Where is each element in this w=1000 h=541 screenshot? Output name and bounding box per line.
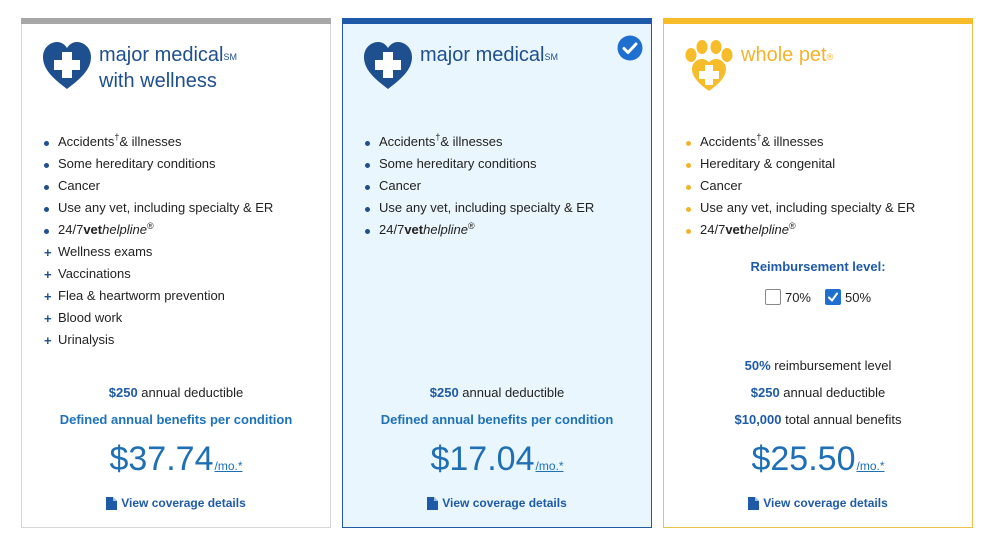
bullet-icon [365,185,370,190]
plus-icon: + [44,288,52,304]
plan-title-line1: whole pet [741,44,827,66]
price: $37.74 /mo.* [22,439,330,479]
checkbox-70[interactable] [764,289,781,305]
list-item: Cancer [44,175,273,197]
bullet-icon [686,207,691,212]
bullet-icon [44,141,49,146]
plan-card-major-medical[interactable]: major medicalSM Accidents † & illnesses S… [342,18,652,528]
list-item: Accidents † & illnesses [365,131,594,153]
list-item: Hereditary & congenital [686,153,915,175]
plan-title-line1: major medical [420,44,545,66]
card-top-bar [342,18,652,24]
bullet-icon [686,229,691,234]
deductible-info: $250 annual deductible [108,385,244,400]
list-item: 24/7 vet helpline ® [365,219,594,241]
service-mark: SM [223,52,237,62]
price-amount: $37.74 [109,440,214,478]
list-item: + Urinalysis [44,332,115,348]
bullet-icon [686,185,691,190]
bullet-icon [44,185,49,190]
feature-list: Accidents † & illnesses Some hereditary c… [44,131,273,351]
document-icon [106,496,118,510]
bullet-icon [365,207,370,212]
total-benefits-info: $10,000 total annual benefits [734,412,902,427]
plus-icon: + [44,244,52,260]
view-coverage-details-link[interactable]: View coverage details [22,496,330,510]
plan-card-whole-pet[interactable]: whole pet® Accidents † & illnesses Heredi… [663,18,973,528]
feature-list: Accidents † & illnesses Some hereditary c… [365,131,594,241]
list-item: Some hereditary conditions [44,153,273,175]
bullet-icon [365,141,370,146]
document-icon [427,496,439,510]
benefits-info: Defined annual benefits per condition [380,412,614,427]
plan-title-line1: major medical [99,44,224,66]
benefits-info: Defined annual benefits per condition [59,412,293,427]
card-top-bar [21,18,331,24]
plan-header: major medicalSM [361,39,558,93]
price-amount: $25.50 [751,440,856,478]
list-item: Use any vet, including specialty & ER [365,197,594,219]
reimbursement-options: 70% 50% [664,289,972,305]
service-mark: SM [544,52,558,62]
heart-cross-icon [43,42,91,89]
plus-icon: + [44,332,52,348]
list-item: Accidents † & illnesses [44,131,273,153]
checkmark-icon [828,292,838,302]
view-coverage-details-link[interactable]: View coverage details [664,496,972,510]
list-item: 24/7 vet helpline ® [686,219,915,241]
feature-list: Accidents † & illnesses Hereditary & cong… [686,131,915,241]
plan-header: major medicalSM with wellness [40,39,237,94]
bullet-icon [365,229,370,234]
plan-title: major medicalSM [420,42,558,68]
list-item: Use any vet, including specialty & ER [44,197,273,219]
heart-cross-icon [364,42,412,89]
reimbursement-option-50[interactable]: 50% [825,289,871,305]
bullet-icon [365,163,370,168]
price-period-link[interactable]: /mo.* [535,459,564,473]
list-item: + Blood work [44,310,123,326]
list-item: Accidents † & illnesses [686,131,915,153]
deductible-info: $250 annual deductible [750,385,886,400]
plan-title-line2: with wellness [99,70,217,92]
bullet-icon [44,207,49,212]
registered-mark: ® [826,52,834,62]
paw-cross-icon [685,40,733,91]
list-item: Use any vet, including specialty & ER [686,197,915,219]
card-top-bar [663,18,973,24]
list-item: Some hereditary conditions [365,153,594,175]
deductible-info: $250 annual deductible [429,385,565,400]
list-item: + Vaccinations [44,266,131,282]
list-item: Cancer [686,175,915,197]
bullet-icon [44,163,49,168]
list-item: 24/7 vet helpline ® [44,219,273,241]
selected-check-icon [617,35,643,61]
plan-title: major medicalSM with wellness [99,42,237,94]
plan-header: whole pet® [682,39,833,93]
bullet-icon [686,163,691,168]
plus-icon: + [44,266,52,282]
price-period-link[interactable]: /mo.* [214,459,243,473]
price-amount: $17.04 [430,440,535,478]
reimbursement-info: 50% reimbursement level [744,358,892,373]
list-item: + Flea & heartworm prevention [44,288,225,304]
checkbox-50[interactable] [825,289,841,305]
view-coverage-details-link[interactable]: View coverage details [343,496,651,510]
reimbursement-option-70[interactable]: 70% [764,289,811,305]
list-item: + Wellness exams [44,244,153,260]
price: $25.50 /mo.* [664,439,972,479]
bullet-icon [686,141,691,146]
plan-title: whole pet® [741,42,833,68]
document-icon [748,496,760,510]
list-item: Cancer [365,175,594,197]
reimbursement-level-label: Reimbursement level: [750,259,886,274]
bullet-icon [44,229,49,234]
price: $17.04 /mo.* [343,439,651,479]
plan-card-wellness[interactable]: major medicalSM with wellness Accidents †… [21,18,331,528]
price-period-link[interactable]: /mo.* [856,459,885,473]
plus-icon: + [44,310,52,326]
